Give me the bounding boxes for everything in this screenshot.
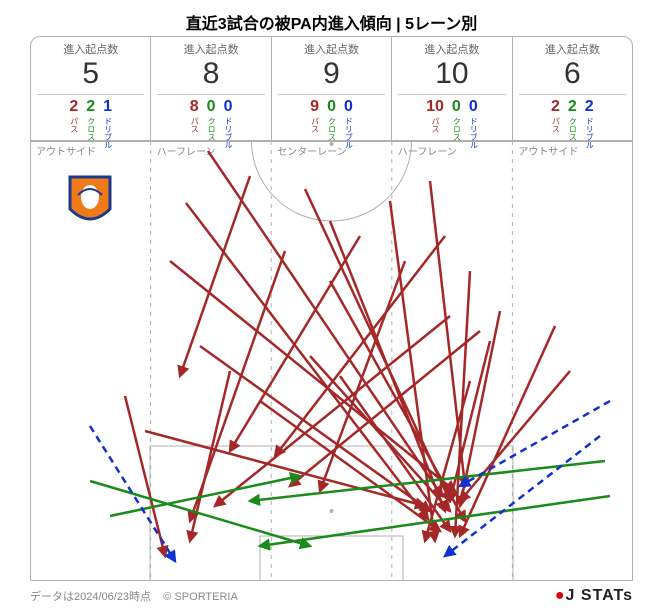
brand-logo: ●J STATs <box>555 587 633 605</box>
sub-val: 1 <box>103 99 112 115</box>
sub-val: 0 <box>224 99 233 115</box>
lane-name-label: ハーフレーン <box>157 147 216 158</box>
sub-val: 2 <box>585 99 594 115</box>
sub-label: パス <box>551 117 559 133</box>
sub-val: 0 <box>207 99 216 115</box>
lane-stats-row: 進入起点数52パス2クロス1ドリブル進入起点数88パス0クロス0ドリブル進入起点… <box>30 36 633 141</box>
team-badge <box>70 177 110 219</box>
entry-arrow-pass <box>390 201 435 541</box>
lane-header-label: 進入起点数 <box>31 37 150 57</box>
footer-left: データは2024/06/23時点 © SPORTERIA <box>30 588 238 604</box>
sub-val: 8 <box>190 99 199 115</box>
lane-total: 9 <box>278 57 385 95</box>
entry-arrow-pass <box>230 236 360 451</box>
sub-val: 0 <box>327 99 336 115</box>
sub-label: クロス <box>87 117 95 141</box>
lane-total: 10 <box>398 57 505 95</box>
lane-header-label: 進入起点数 <box>513 37 632 57</box>
lane-name-label: センターレーン <box>277 146 347 158</box>
sub-val: 2 <box>69 99 78 115</box>
lane-total: 5 <box>37 57 144 95</box>
chart-container: 直近3試合の被PA内進入傾向 | 5レーン別 進入起点数52パス2クロス1ドリブ… <box>0 0 663 611</box>
lane-name-label: アウトサイド <box>36 146 96 158</box>
entry-arrow-pass <box>215 316 450 506</box>
sub-val: 9 <box>310 99 319 115</box>
sub-val: 0 <box>469 99 478 115</box>
lane-total: 6 <box>519 57 626 95</box>
date-note: データは2024/06/23時点 <box>30 591 151 603</box>
entry-arrow-pass <box>125 396 165 556</box>
sub-val: 2 <box>86 99 95 115</box>
lane-stat-box: 進入起点数88パス0クロス0ドリブル <box>150 36 270 141</box>
pitch-diagram: アウトサイド ハーフレーン センターレーン ハーフレーン アウトサイド <box>30 141 633 581</box>
chart-title: 直近3試合の被PA内進入傾向 | 5レーン別 <box>0 0 663 34</box>
footer: データは2024/06/23時点 © SPORTERIA ●J STATs <box>0 587 663 605</box>
lane-stat-box: 進入起点数62パス2クロス2ドリブル <box>512 36 633 141</box>
sub-val: 2 <box>551 99 560 115</box>
lane-header-label: 進入起点数 <box>272 37 391 57</box>
lane-header-label: 進入起点数 <box>151 37 270 57</box>
sub-val: 2 <box>568 99 577 115</box>
credit: © SPORTERIA <box>163 591 238 603</box>
sub-label: パス <box>190 117 198 133</box>
lane-stat-box: 進入起点数99パス0クロス0ドリブル <box>271 36 391 141</box>
sub-label: クロス <box>568 117 576 141</box>
entry-arrow-dribble <box>445 436 600 556</box>
lane-name-label: アウトサイド <box>518 146 578 158</box>
lane-name-label: ハーフレーン <box>398 147 457 158</box>
sub-val: 0 <box>344 99 353 115</box>
lane-stat-box: 進入起点数1010パス0クロス0ドリブル <box>391 36 511 141</box>
sub-label: クロス <box>452 117 460 141</box>
sub-label: パス <box>311 117 319 133</box>
sub-label: パス <box>431 117 439 133</box>
brand-dot: ● <box>555 587 566 604</box>
sub-val: 10 <box>426 99 444 115</box>
lane-stat-box: 進入起点数52パス2クロス1ドリブル <box>30 36 150 141</box>
sub-label: クロス <box>207 117 215 141</box>
sub-val: 0 <box>452 99 461 115</box>
lane-header-label: 進入起点数 <box>392 37 511 57</box>
sub-label: クロス <box>328 117 336 141</box>
lane-total: 8 <box>157 57 264 95</box>
sub-label: パス <box>70 117 78 133</box>
